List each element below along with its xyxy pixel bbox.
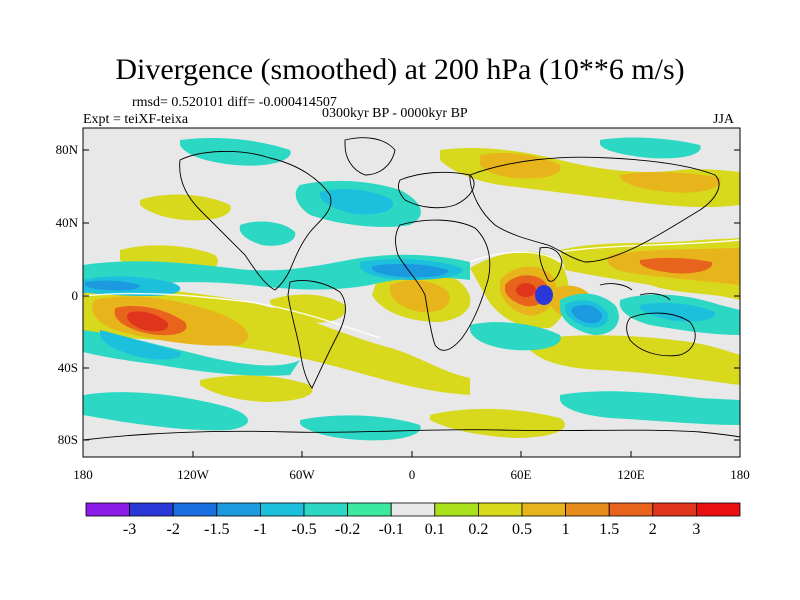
lat-label-40n: 40N [55, 215, 78, 230]
colorbar-swatch-0 [85, 502, 130, 517]
contour-lines [83, 239, 740, 339]
colorbar-swatch-9 [477, 502, 523, 517]
lat-label-80s: 80S [57, 432, 78, 447]
colorbar-swatch-7 [390, 502, 436, 517]
colorbar-label-5: -0.2 [334, 521, 361, 538]
colorbar-label-3: -1 [253, 521, 268, 538]
colorbar-label-11: 1.5 [599, 521, 620, 538]
colorbar-label-0: -3 [122, 521, 137, 538]
lon-label-0: 0 [408, 467, 416, 482]
colorbar [85, 502, 741, 517]
colorbar-swatch-2 [172, 502, 218, 517]
colorbar-swatch-11 [565, 502, 610, 517]
colorbar-swatch-6 [347, 502, 392, 517]
lon-label-120w: 120W [177, 467, 209, 482]
colorbar-swatch-5 [303, 502, 348, 517]
colorbar-label-2: -1.5 [204, 521, 230, 538]
lat-label-80n: 80N [55, 142, 78, 157]
divergence-field [83, 137, 740, 441]
very-strong-negative-regions [85, 263, 603, 324]
colorbar-label-7: 0.1 [424, 521, 445, 538]
colorbar-swatch-1 [129, 502, 174, 517]
colorbar-label-1: -2 [166, 521, 180, 538]
period-label: 0300kyr BP - 0000kyr BP [322, 106, 468, 121]
colorbar-label-12: 2 [648, 521, 657, 538]
lon-label-60e: 60E [510, 467, 532, 482]
plot-title: Divergence (smoothed) at 200 hPa (10**6 … [115, 53, 685, 86]
peak-positive-regions [126, 283, 536, 332]
colorbar-swatch-12 [608, 502, 654, 517]
colorbar-swatch-3 [216, 502, 261, 517]
experiment-label: Expt = teiXF-teixa [83, 112, 189, 127]
colorbar-swatch-10 [521, 502, 566, 517]
axis-ticks [82, 149, 741, 457]
lon-label-180-right: 180 [730, 467, 750, 482]
peak-negative-regions [535, 285, 553, 305]
colorbar-label-9: 0.5 [512, 521, 532, 538]
lat-label-40s: 40S [57, 360, 78, 375]
colorbar-label-13: 3 [692, 521, 701, 538]
colorbar-swatch-8 [434, 502, 479, 517]
season-label: JJA [713, 112, 735, 127]
lon-label-120e: 120E [617, 467, 645, 482]
lat-label-0: 0 [71, 288, 79, 303]
lon-label-180-left: 180 [73, 467, 93, 482]
coastlines [83, 137, 740, 441]
colorbar-swatch-13 [652, 502, 697, 517]
stats-text: rmsd= 0.520101 diff= -0.000414507 [132, 95, 337, 110]
colorbar-swatch-4 [259, 502, 305, 517]
colorbar-label-10: 1 [561, 521, 570, 538]
colorbar-swatch-14 [696, 502, 741, 517]
colorbar-label-4: -0.5 [291, 521, 317, 538]
colorbar-label-8: 0.2 [468, 521, 489, 538]
lon-label-60w: 60W [289, 467, 315, 482]
colorbar-label-6: -0.1 [378, 521, 404, 538]
